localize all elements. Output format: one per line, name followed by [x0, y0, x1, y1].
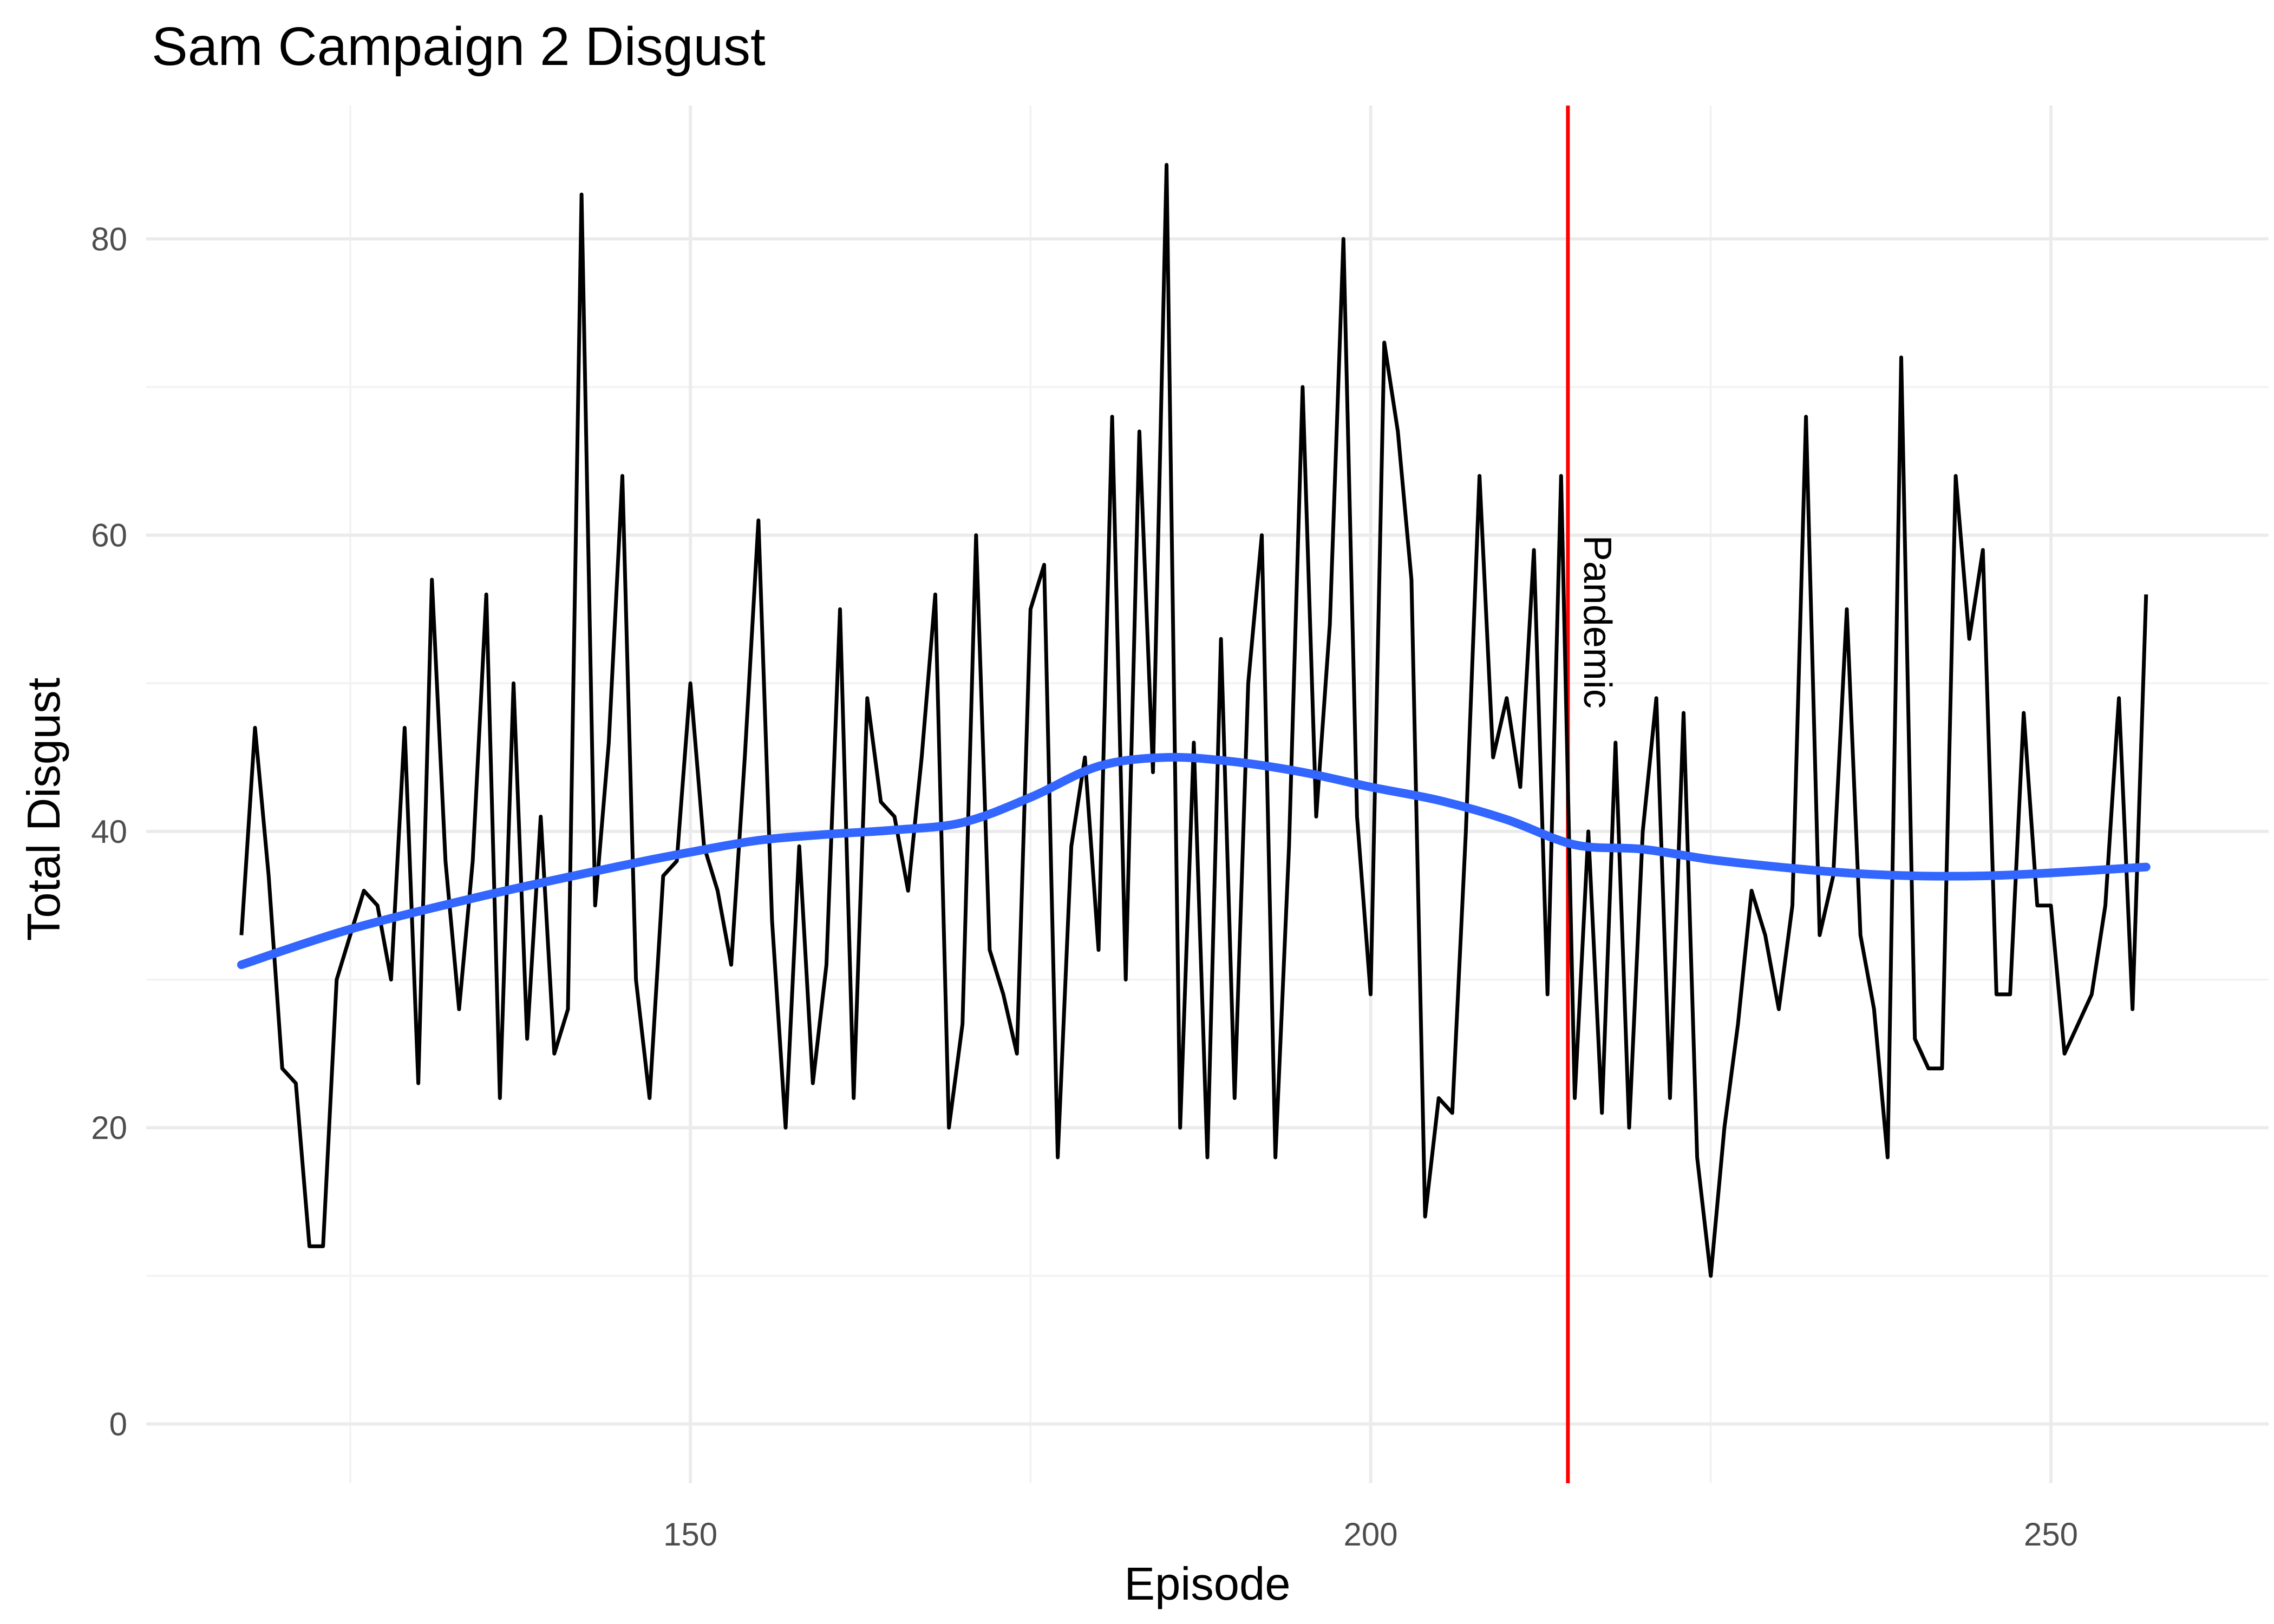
y-tick-label: 60 — [91, 518, 127, 554]
x-tick-label: 250 — [2024, 1516, 2078, 1553]
grid — [146, 106, 2269, 1483]
x-tick-label: 200 — [1343, 1516, 1397, 1553]
tick-labels: 150 200 250 0 20 40 60 80 — [91, 221, 2078, 1553]
y-tick-label: 0 — [109, 1406, 127, 1443]
chart-title: Sam Campaign 2 Disgust — [152, 16, 766, 77]
y-tick-label: 40 — [91, 814, 127, 850]
smooth-trend-line — [237, 752, 2151, 970]
pandemic-label: Pandemic — [1576, 535, 1619, 709]
y-axis-title: Total Disgust — [18, 678, 70, 941]
series-line — [239, 163, 2148, 1278]
y-tick-label: 20 — [91, 1110, 127, 1146]
x-axis-title: Episode — [1124, 1558, 1290, 1610]
x-tick-label: 150 — [663, 1516, 717, 1553]
series-layer — [237, 163, 2151, 1278]
y-tick-label: 80 — [91, 221, 127, 257]
